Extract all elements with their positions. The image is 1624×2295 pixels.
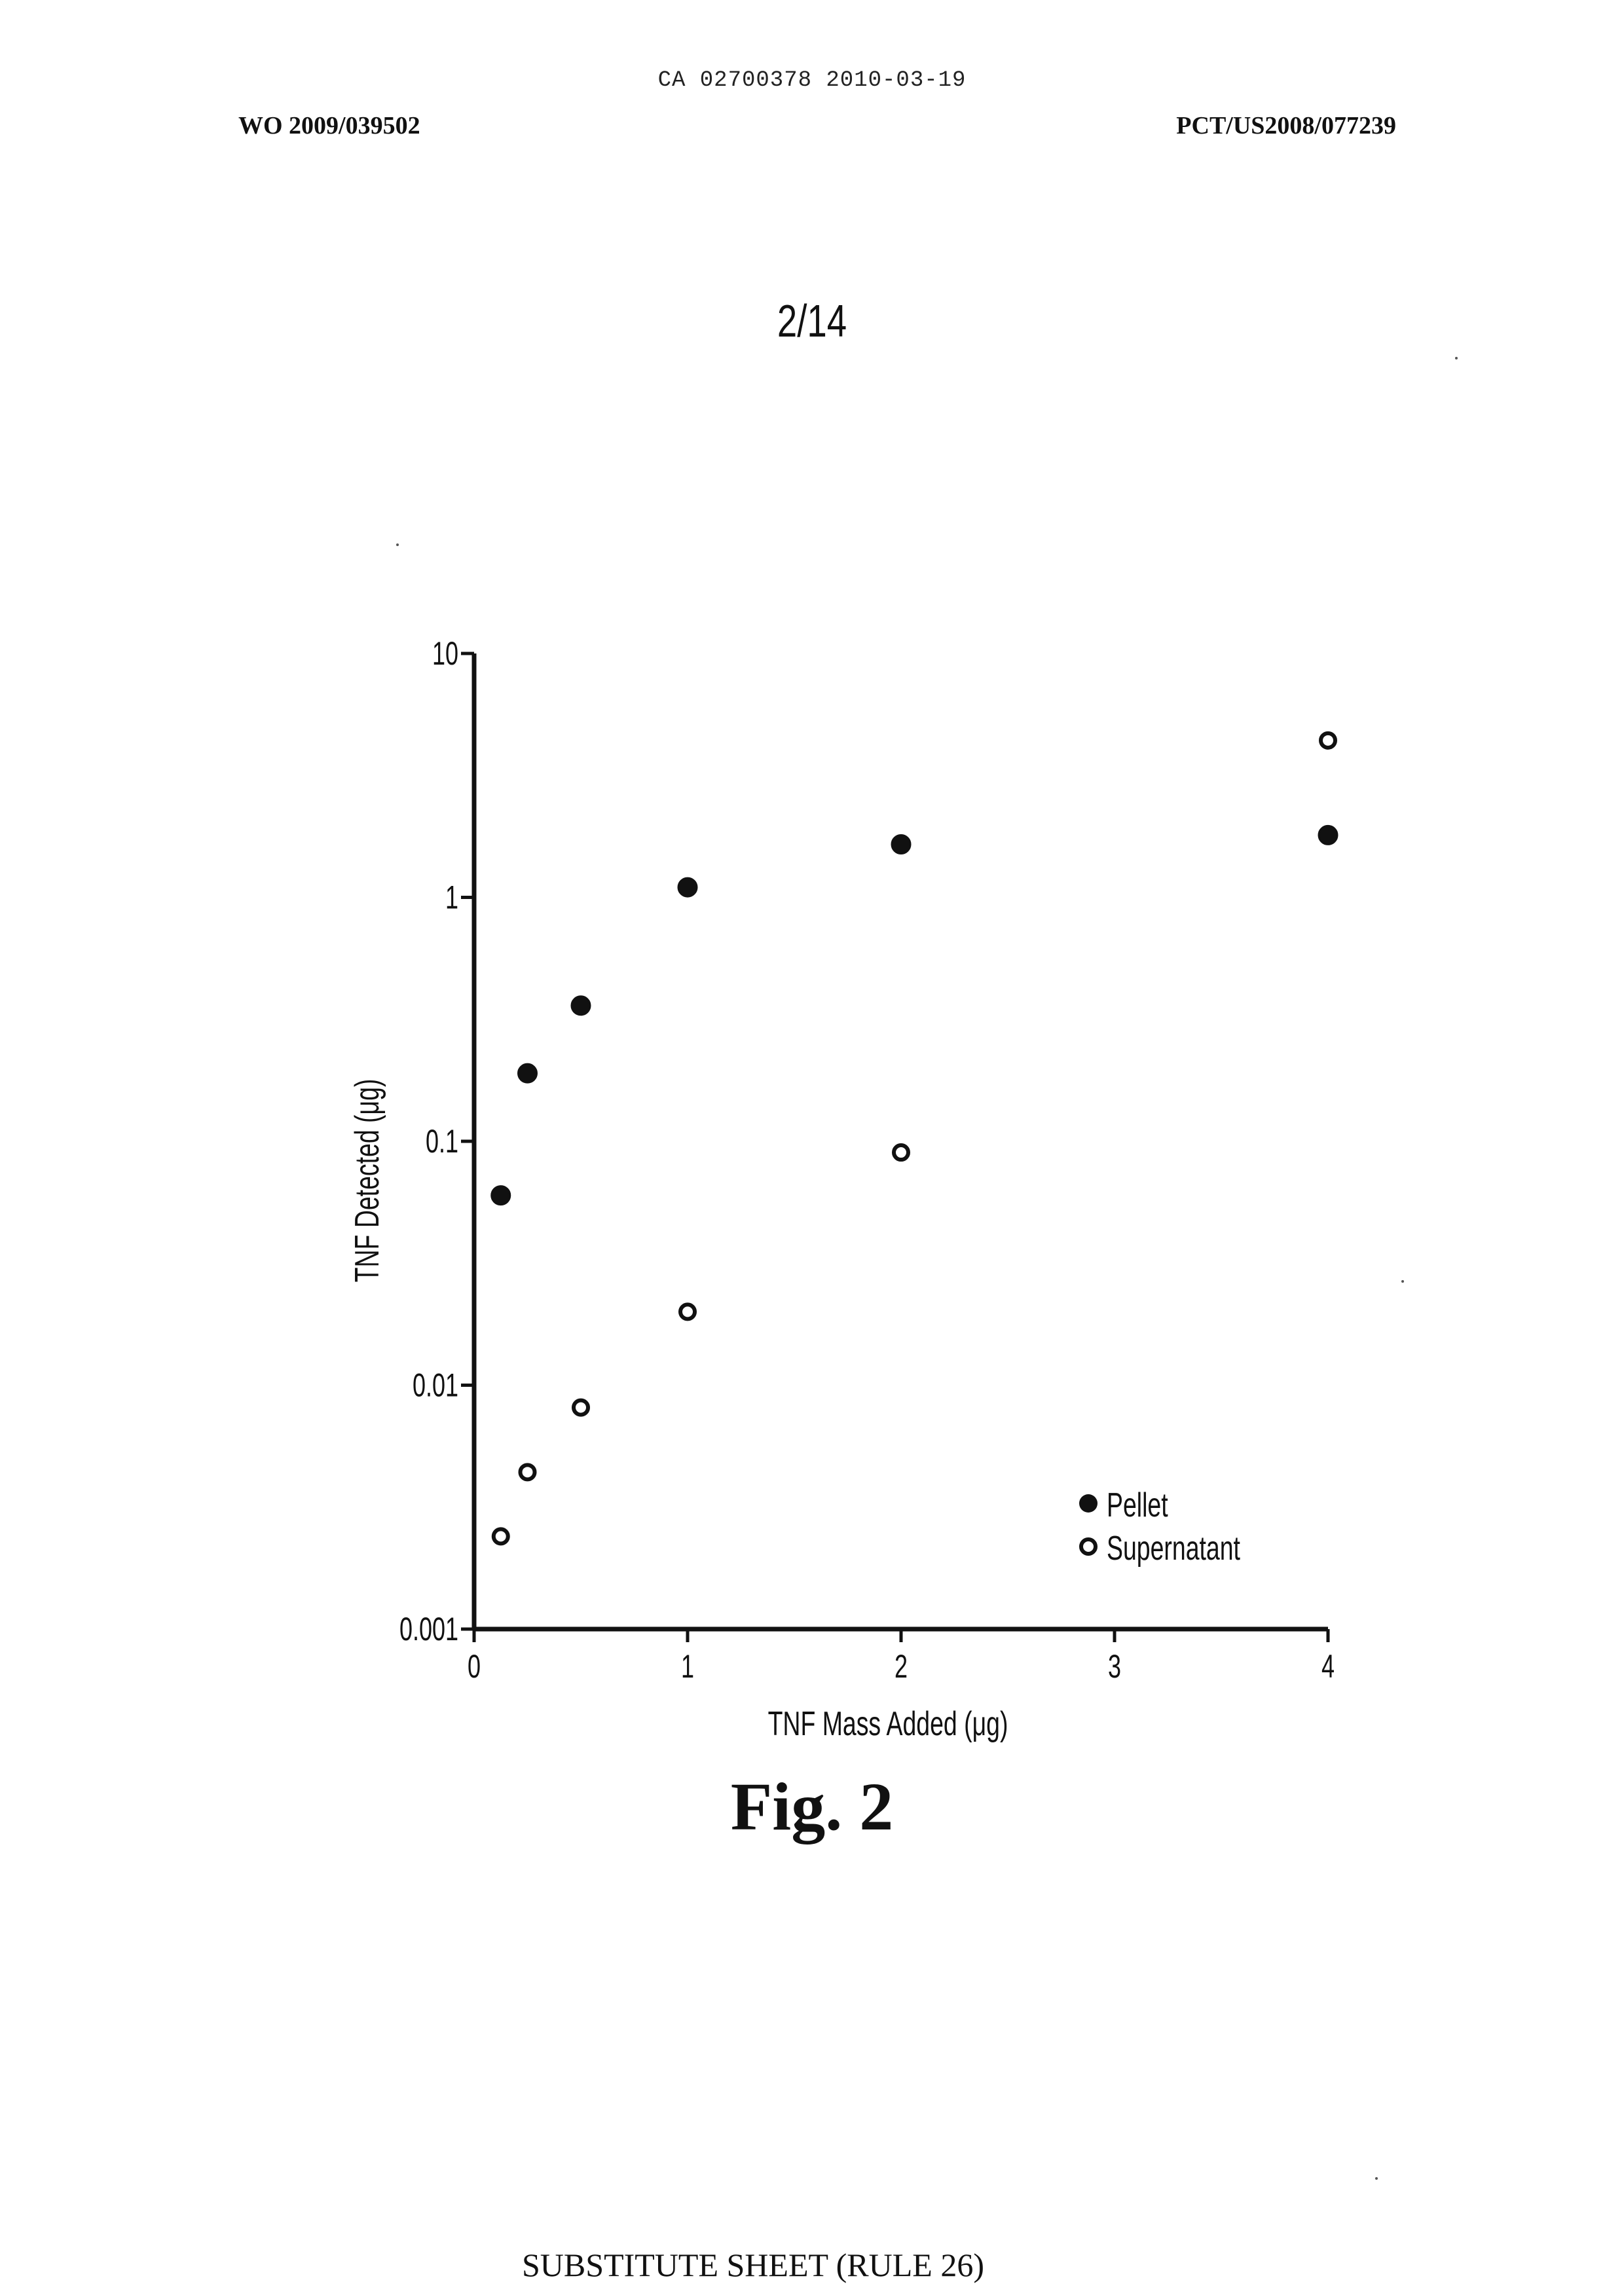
legend-pellet-label: Pellet: [1107, 1486, 1168, 1524]
legend-pellet-marker: [1079, 1494, 1098, 1513]
supernatant-point: [680, 1304, 695, 1319]
y-tick-label: 0.01: [413, 1368, 458, 1404]
chart-marks: [492, 733, 1337, 1544]
x-tick-label: 1: [681, 1649, 694, 1685]
supernatant-point: [521, 1465, 535, 1479]
chart-legend: Pellet Supernatant: [1079, 1486, 1240, 1568]
x-tick-label: 2: [895, 1649, 908, 1685]
x-tick-label: 0: [468, 1649, 481, 1685]
legend-supernatant-label: Supernatant: [1107, 1529, 1240, 1568]
footer-text: SUBSTITUTE SHEET (RULE 26): [0, 2246, 1506, 2284]
supernatant-point: [894, 1145, 908, 1160]
y-axis-label: TNF Detected (μg): [348, 1079, 386, 1283]
supernatant-point: [574, 1401, 588, 1415]
pellet-point: [572, 997, 590, 1015]
scatter-chart: 0.001 0.01 0.1 1 10 0 1 2 3 4 TNF Mass Added (μg) T…: [0, 0, 1624, 1833]
scan-speck: [1455, 357, 1458, 359]
x-axis-label: TNF Mass Added (μg): [768, 1704, 1008, 1743]
pellet-point: [492, 1186, 510, 1205]
y-tick-label: 1: [445, 880, 458, 916]
x-tick-label: 3: [1108, 1649, 1121, 1685]
y-tick-label: 0.1: [426, 1124, 458, 1160]
pellet-point: [678, 878, 697, 896]
legend-supernatant-marker: [1081, 1539, 1096, 1554]
scan-speck: [1375, 2177, 1378, 2180]
x-tick-label: 4: [1321, 1649, 1335, 1685]
y-tick-label: 0.001: [399, 1611, 458, 1647]
figure-label: Fig. 2: [0, 1768, 1624, 1846]
pellet-point: [519, 1064, 537, 1082]
chart-axes: [474, 653, 1328, 1629]
y-tick-label: 10: [432, 636, 458, 672]
supernatant-point: [494, 1529, 508, 1543]
supernatant-point: [1321, 733, 1335, 748]
pellet-point: [892, 835, 910, 853]
pellet-point: [1319, 826, 1337, 844]
scan-speck: [1401, 1280, 1404, 1283]
scan-speck: [396, 543, 399, 546]
